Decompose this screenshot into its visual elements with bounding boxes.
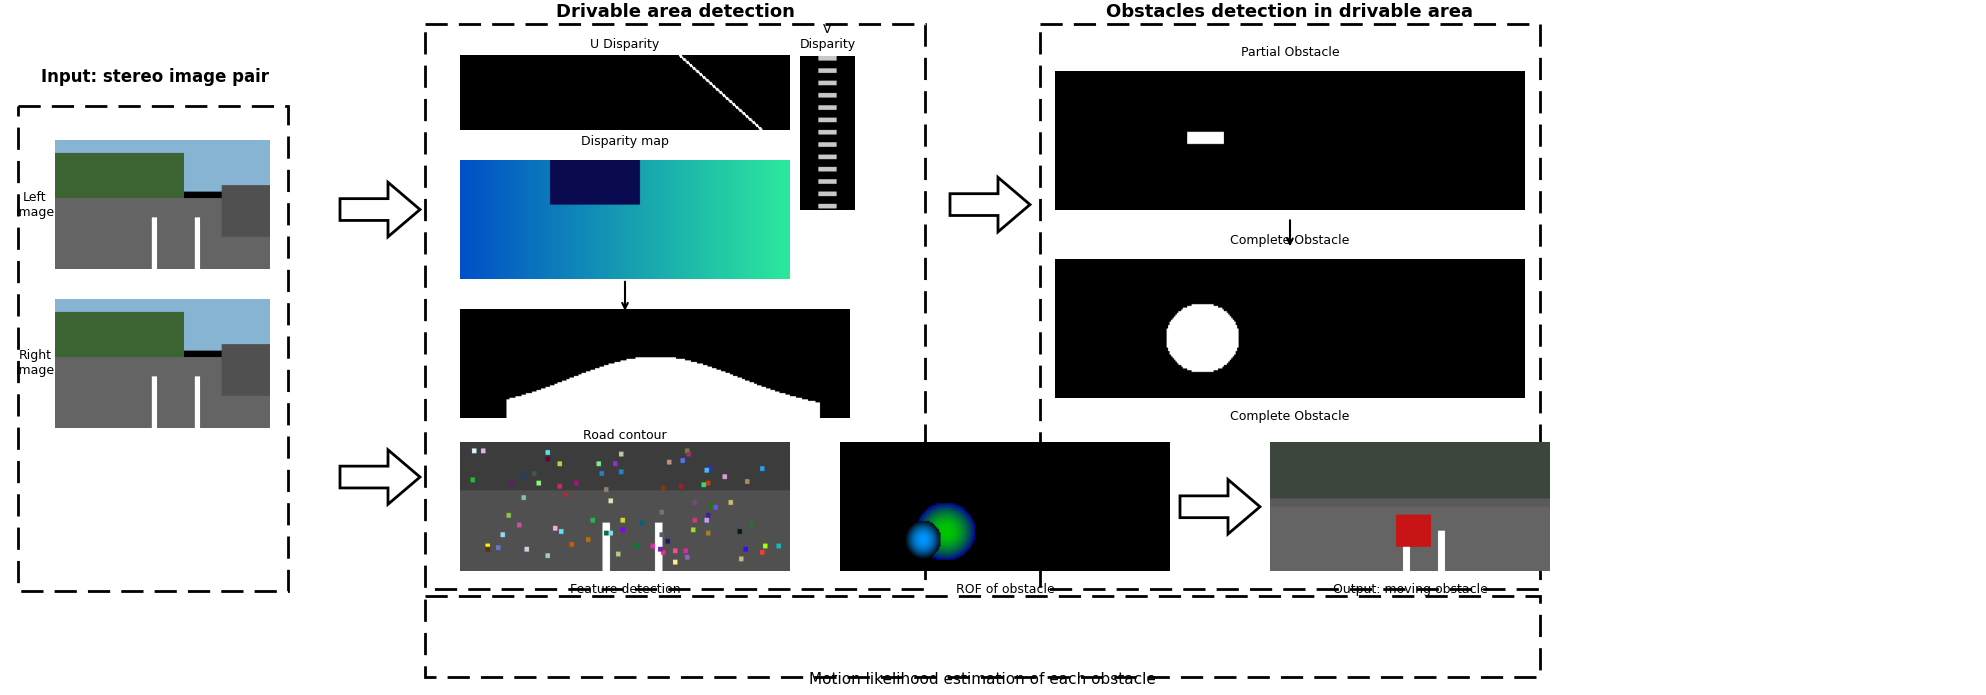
Polygon shape: [949, 177, 1031, 232]
Text: Partial Obstacle: Partial Obstacle: [1241, 46, 1339, 59]
Text: Feature detection: Feature detection: [570, 583, 681, 596]
Text: ROF of obstacle: ROF of obstacle: [955, 583, 1055, 596]
Text: Road contour: Road contour: [584, 430, 667, 443]
Polygon shape: [340, 182, 419, 237]
Text: V
Disparity: V Disparity: [800, 23, 856, 51]
Text: Drivable area detection: Drivable area detection: [556, 3, 794, 22]
Text: U Disparity: U Disparity: [590, 38, 659, 51]
Text: Obstacles detection in drivable area: Obstacles detection in drivable area: [1106, 3, 1474, 22]
Text: Input: stereo image pair: Input: stereo image pair: [42, 67, 268, 85]
Text: Motion likelihood estimation of each obstacle: Motion likelihood estimation of each obs…: [808, 672, 1156, 687]
Polygon shape: [1180, 480, 1259, 534]
Text: Disparity map: Disparity map: [582, 136, 669, 148]
Text: Complete Obstacle: Complete Obstacle: [1229, 409, 1350, 423]
Text: Left
image: Left image: [16, 190, 54, 219]
Text: Complete Obstacle: Complete Obstacle: [1229, 234, 1350, 247]
Text: Output: moving obstacle: Output: moving obstacle: [1333, 583, 1488, 596]
Polygon shape: [340, 450, 419, 505]
Text: Right
image: Right image: [16, 349, 54, 377]
